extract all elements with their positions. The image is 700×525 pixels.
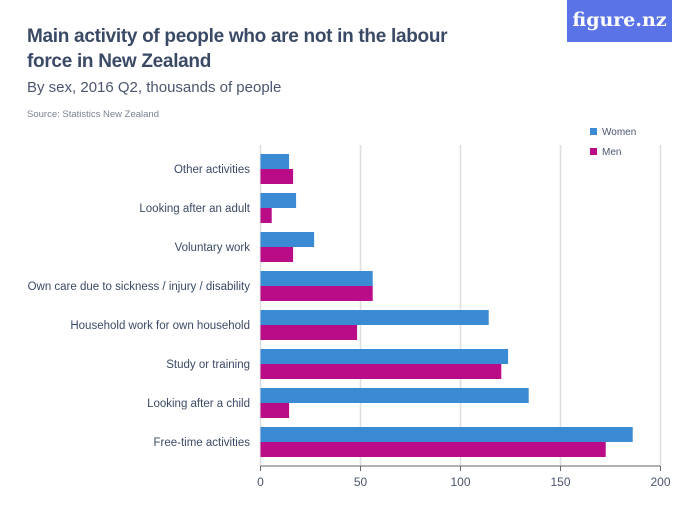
bar-women (260, 310, 489, 325)
x-tick-label: 100 (450, 475, 470, 489)
bar-women (260, 349, 509, 364)
figure-nz-logo[interactable]: figure.nz (567, 0, 672, 42)
category-label: Voluntary work (175, 242, 251, 254)
legend-swatch-women (590, 128, 597, 135)
bar-men (260, 247, 294, 262)
bar-women (260, 271, 373, 286)
bar-men (260, 325, 358, 340)
bar-women (260, 193, 297, 208)
legend-swatch-men (590, 148, 597, 155)
category-label: Looking after an adult (139, 203, 250, 215)
bar-men (260, 208, 272, 223)
chart-subtitle: By sex, 2016 Q2, thousands of people (27, 79, 282, 96)
bar-men (260, 364, 502, 379)
bar-men (260, 169, 294, 184)
bar-women (260, 427, 633, 442)
x-tick-label: 0 (257, 475, 264, 489)
x-tick-label: 200 (650, 475, 670, 489)
bar-women (260, 154, 290, 169)
legend-label-women: Women (602, 127, 636, 138)
category-label: Own care due to sickness / injury / disa… (28, 281, 251, 293)
category-label: Study or training (166, 359, 250, 371)
x-tick-label: 50 (354, 475, 368, 489)
bar-men (260, 442, 606, 457)
chart-source: Source: Statistics New Zealand (27, 109, 160, 120)
bar-women (260, 232, 315, 247)
bar-women (260, 388, 529, 403)
bar-men (260, 286, 373, 301)
category-label: Free-time activities (154, 437, 251, 449)
x-tick-label: 150 (550, 475, 570, 489)
category-label: Looking after a child (147, 398, 250, 410)
bar-men (260, 403, 290, 418)
legend-label-men: Men (602, 147, 621, 158)
category-label: Other activities (174, 164, 250, 176)
category-label: Household work for own household (70, 320, 250, 332)
chart-title: Main activity of people who are not in t… (27, 26, 448, 72)
